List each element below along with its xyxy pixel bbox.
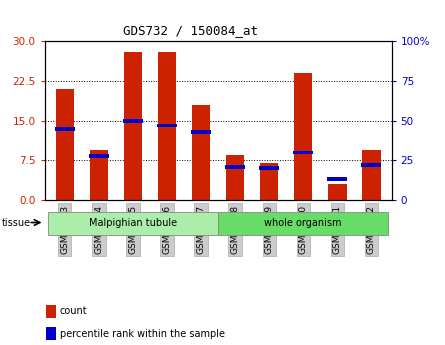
Bar bbox=[55, 127, 75, 131]
FancyBboxPatch shape bbox=[218, 212, 388, 235]
Bar bbox=[362, 150, 380, 200]
Bar bbox=[157, 124, 177, 128]
Bar bbox=[361, 163, 381, 167]
Bar bbox=[191, 130, 211, 134]
Bar bbox=[225, 165, 245, 169]
FancyBboxPatch shape bbox=[48, 212, 218, 235]
Text: percentile rank within the sample: percentile rank within the sample bbox=[60, 329, 225, 339]
Bar bbox=[89, 154, 109, 158]
Text: Malpighian tubule: Malpighian tubule bbox=[89, 218, 177, 228]
Text: whole organism: whole organism bbox=[264, 218, 342, 228]
Bar bbox=[123, 119, 143, 123]
Bar bbox=[89, 150, 108, 200]
Bar bbox=[328, 177, 347, 181]
Bar bbox=[226, 155, 244, 200]
Bar bbox=[46, 327, 56, 340]
Bar bbox=[259, 166, 279, 170]
Title: GDS732 / 150084_at: GDS732 / 150084_at bbox=[123, 24, 258, 38]
Bar bbox=[124, 52, 142, 200]
Bar bbox=[192, 105, 210, 200]
Bar bbox=[46, 305, 56, 318]
Bar bbox=[293, 150, 313, 155]
Bar bbox=[328, 184, 347, 200]
Text: tissue: tissue bbox=[2, 218, 31, 228]
Bar bbox=[260, 163, 279, 200]
Bar bbox=[158, 52, 176, 200]
Text: count: count bbox=[60, 306, 87, 316]
Bar bbox=[56, 89, 74, 200]
Bar bbox=[294, 73, 312, 200]
